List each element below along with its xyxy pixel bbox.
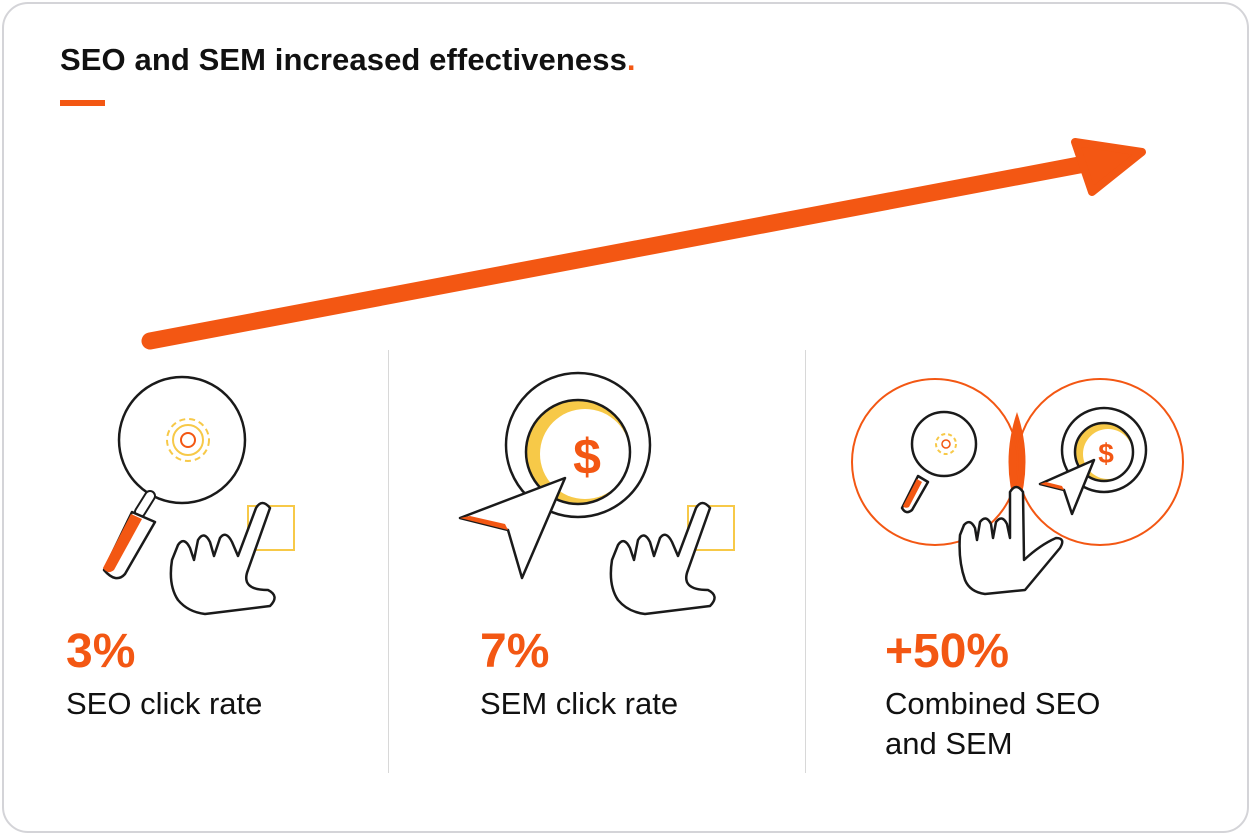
stat-value: +50% — [885, 625, 1010, 678]
stat-label: Combined SEO and SEM — [885, 684, 1100, 764]
column-divider — [805, 350, 806, 773]
stat-seo: 3% SEO click rate — [66, 628, 262, 724]
title-underline — [60, 100, 105, 106]
pointing-hand-icon — [169, 501, 276, 616]
page-title: SEO and SEM increased effectiveness. — [60, 42, 636, 77]
stat-label: SEM click rate — [480, 686, 679, 721]
stat-sem: 7% SEM click rate — [480, 628, 678, 724]
stat-value: 3% — [66, 625, 136, 678]
trend-arrow-icon — [141, 138, 1146, 350]
stat-label: SEO click rate — [66, 686, 263, 721]
magnifier-gear-icon — [102, 375, 247, 580]
stat-label-line: and SEM — [885, 726, 1013, 761]
svg-text:$: $ — [573, 429, 601, 485]
stat-label-line: Combined SEO — [885, 686, 1101, 721]
column-divider — [388, 350, 389, 773]
venn-seo-sem-icon: $ — [851, 378, 1184, 596]
cursor-arrow-icon — [458, 476, 567, 580]
stat-value: 7% — [480, 625, 550, 678]
stat-combined: +50% Combined SEO and SEM — [885, 628, 1100, 764]
pointing-hand-icon — [609, 501, 716, 616]
dollar-coin-icon: $ — [504, 371, 652, 519]
svg-text:$: $ — [1098, 438, 1114, 469]
